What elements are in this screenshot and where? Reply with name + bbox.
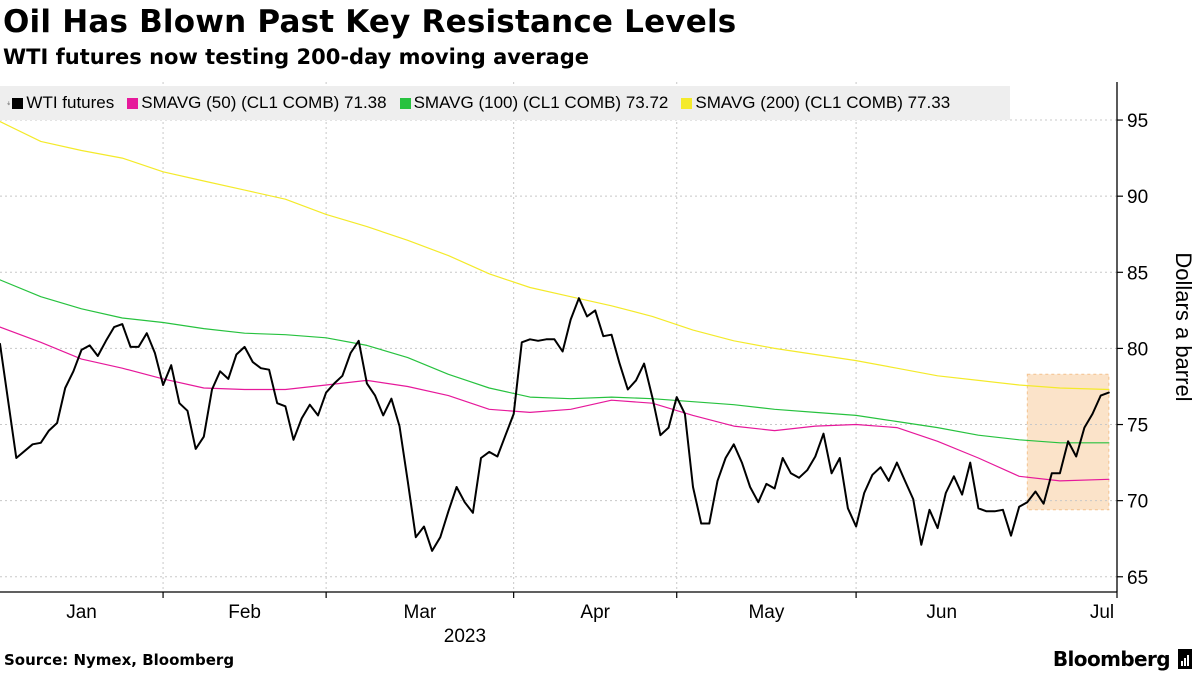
series-line-wti-futures xyxy=(0,297,1110,552)
x-axis-ticks: Jan Feb Mar Apr May Jun Jul xyxy=(66,592,1118,623)
x-tick-label: Feb xyxy=(228,602,261,623)
x-tick-label: Jul xyxy=(1090,602,1114,623)
x-tick-label: Mar xyxy=(404,602,437,623)
series-line-smavg-100 xyxy=(0,279,1110,444)
legend-item-sma200: SMAVG (200) (CL1 COMB) 77.33 xyxy=(681,93,950,113)
bloomberg-logo: Bloomberg xyxy=(1053,647,1192,671)
year-label: 2023 xyxy=(444,626,486,647)
y-tick-label: 95 xyxy=(1127,111,1148,132)
y-tick-label: 85 xyxy=(1127,263,1148,284)
legend-swatch-sma100 xyxy=(399,97,411,109)
y-axis-ticks: 65 70 75 80 85 90 95 xyxy=(1117,111,1148,589)
y-tick-label: 80 xyxy=(1127,339,1148,360)
source-note: Source: Nymex, Bloomberg xyxy=(4,651,235,669)
x-tick-label: Jan xyxy=(66,602,97,623)
chart-subtitle: WTI futures now testing 200-day moving a… xyxy=(3,45,590,69)
x-tick-label: Apr xyxy=(580,602,610,623)
legend: ⍖ WTI futures SMAVG (50) (CL1 COMB) 71.3… xyxy=(0,86,1010,120)
brand-name: Bloomberg xyxy=(1052,647,1171,671)
y-tick-label: 70 xyxy=(1127,492,1148,513)
legend-label-sma50: SMAVG (50) (CL1 COMB) 71.38 xyxy=(141,93,387,112)
legend-label-wti: WTI futures xyxy=(26,93,115,112)
bloomberg-mark-icon xyxy=(1178,649,1192,669)
y-tick-label: 75 xyxy=(1127,416,1148,437)
legend-label-sma200: SMAVG (200) (CL1 COMB) 77.33 xyxy=(695,93,951,112)
series-line-smavg-50 xyxy=(0,326,1110,482)
legend-swatch-wti xyxy=(12,97,24,109)
y-tick-label: 90 xyxy=(1127,187,1148,208)
grid xyxy=(0,82,1118,592)
legend-item-sma50: SMAVG (50) (CL1 COMB) 71.38 xyxy=(127,93,387,113)
legend-marker-icon: ⍖ xyxy=(6,97,12,108)
legend-swatch-sma200 xyxy=(681,97,693,109)
y-axis-title: Dollars a barrel xyxy=(1171,252,1196,401)
legend-item-sma100: SMAVG (100) (CL1 COMB) 73.72 xyxy=(399,93,669,113)
legend-item-wti: ⍖ WTI futures xyxy=(6,93,114,113)
legend-label-sma100: SMAVG (100) (CL1 COMB) 73.72 xyxy=(413,93,669,112)
chart-title: Oil Has Blown Past Key Resistance Levels xyxy=(3,4,737,40)
series-layer xyxy=(0,120,1110,552)
series-line-smavg-200 xyxy=(0,120,1110,391)
legend-swatch-sma50 xyxy=(127,97,139,109)
y-tick-label: 65 xyxy=(1127,568,1148,589)
x-tick-label: Jun xyxy=(926,602,957,623)
x-tick-label: May xyxy=(748,602,784,623)
